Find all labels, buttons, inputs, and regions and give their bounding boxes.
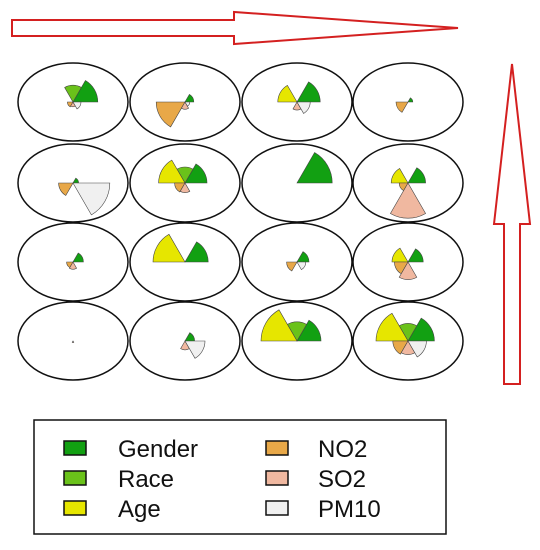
- grid-cell-r3-c1: [17, 222, 129, 302]
- segment-gender: [407, 97, 414, 103]
- segment-gender: [184, 163, 208, 184]
- legend-swatch-so2: [265, 470, 289, 486]
- segment-no2: [286, 261, 298, 272]
- grid-cell-r3-c4: [352, 222, 464, 302]
- grid-cell-r4-c1: [17, 301, 129, 381]
- vertical-arrow: [492, 63, 532, 385]
- grid-cell-r2-c3: [241, 143, 353, 223]
- grid-cell-r1-c3: [241, 62, 353, 142]
- segment-no2: [395, 101, 409, 113]
- grid-cell-r2-c2: [129, 143, 241, 223]
- segment-age: [277, 84, 298, 103]
- grid-cell-r1-c2: [129, 62, 241, 142]
- segment-pm10: [296, 261, 307, 271]
- segment-gender: [184, 93, 195, 103]
- segment-pm10: [72, 101, 82, 110]
- segment-so2: [179, 182, 191, 193]
- segment-pm10: [184, 101, 191, 107]
- legend-label-so2: SO2: [318, 466, 366, 493]
- segment-pm10: [72, 182, 111, 216]
- horizontal-arrow: [11, 10, 459, 46]
- grid-cell-r4-c2: [129, 301, 241, 381]
- segment-race: [64, 84, 82, 103]
- segment-age: [390, 168, 409, 184]
- grid-cell-r1-c1: [17, 62, 129, 142]
- legend-swatch-age: [63, 500, 87, 516]
- grid-cell-r1-c4: [352, 62, 464, 142]
- segment-no2: [155, 101, 186, 128]
- segment-gender: [296, 152, 333, 184]
- segment-so2: [71, 340, 75, 343]
- segment-gender: [296, 319, 322, 342]
- legend-label-age: Age: [118, 496, 161, 523]
- legend-label-gender: Gender: [118, 436, 198, 463]
- som-grid: [17, 62, 464, 381]
- grid-cell-r3-c3: [241, 222, 353, 302]
- segment-gender: [72, 80, 99, 103]
- segment-age: [158, 159, 186, 184]
- legend-swatch-no2: [265, 440, 289, 456]
- grid-cell-r3-c2: [129, 222, 241, 302]
- legend-label-race: Race: [118, 466, 174, 493]
- segment-no2: [392, 340, 409, 355]
- segment-age: [152, 233, 186, 263]
- legend-frame: [33, 419, 447, 535]
- segment-gender: [296, 251, 310, 263]
- legend-swatch-gender: [63, 440, 87, 456]
- grid-cell-r4-c3: [241, 301, 353, 381]
- segment-gender: [407, 248, 424, 263]
- grid-cell-r2-c4: [352, 143, 464, 223]
- segment-gender: [407, 317, 435, 342]
- grid-cell-r2-c1: [17, 143, 129, 223]
- segment-no2: [174, 182, 186, 193]
- segment-so2: [389, 182, 427, 219]
- segment-no2: [67, 101, 74, 108]
- legend-swatch-pm10: [265, 500, 289, 516]
- segment-age: [391, 247, 409, 263]
- segment-age: [375, 312, 409, 342]
- segment-no2: [58, 182, 74, 196]
- segment-pm10: [184, 340, 206, 359]
- segment-so2: [180, 101, 190, 110]
- segment-age: [260, 309, 298, 342]
- segment-pm10: [296, 101, 311, 114]
- segment-so2: [398, 261, 418, 280]
- legend-label-no2: NO2: [318, 436, 367, 463]
- legend-label-pm10: PM10: [318, 496, 381, 523]
- grid-cell-r4-c4: [352, 301, 464, 381]
- segment-gender: [184, 241, 209, 263]
- segment-so2: [68, 261, 78, 270]
- legend-swatch-race: [63, 470, 87, 486]
- segment-gender: [407, 167, 426, 184]
- segment-pm10: [407, 340, 427, 358]
- segment-gender: [72, 252, 84, 263]
- legend: Gender Race Age NO2 SO2 PM10: [33, 419, 447, 535]
- segment-gender: [296, 81, 321, 103]
